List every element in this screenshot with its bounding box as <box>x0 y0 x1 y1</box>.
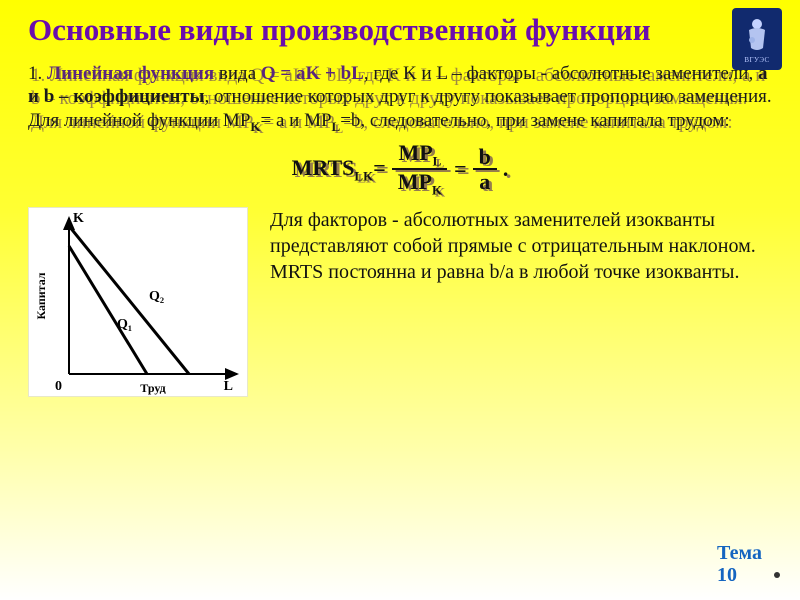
topic-label: Тема10 <box>717 542 762 586</box>
svg-text:Q₁: Q₁ <box>117 317 132 332</box>
body-equation: Q = aK + bL <box>261 63 364 84</box>
svg-text:Q₂: Q₂ <box>149 289 164 304</box>
svg-text:Капитал: Капитал <box>34 272 48 319</box>
formula-front: MRTSLK= MPLMPK = ba . <box>292 141 509 197</box>
svg-text:Труд: Труд <box>140 381 165 395</box>
slide-title: Основные виды производственной функции <box>28 12 772 48</box>
body-purple: Линейная функция <box>47 63 214 84</box>
svg-text:L: L <box>224 379 233 394</box>
body-text: 1. Линейная функция вида Q = aK + bL, гд… <box>28 62 772 136</box>
isoquant-graph: Q₁ Q₂ K L 0 Труд Капитал <box>28 207 248 397</box>
formula-lhs: MRTSLK= <box>292 155 386 184</box>
graph-svg: Q₁ Q₂ K L 0 Труд Капитал <box>29 208 249 398</box>
formula-frac1: MPLMPK <box>392 141 448 197</box>
lower-section: Q₁ Q₂ K L 0 Труд Капитал Для факторов - абсолю… <box>28 207 772 397</box>
formula-frac2: ba <box>473 145 497 193</box>
slide: ВГУЭС Основные виды производственной фун… <box>0 0 800 600</box>
bullet-icon <box>774 572 780 578</box>
svg-text:K: K <box>73 211 84 226</box>
graph-description: Для факторов - абсолютных заменителей из… <box>270 207 772 285</box>
body-block: 1. Линейная функция вида Q = aK + bL, гд… <box>28 62 772 136</box>
logo-figure-icon <box>739 14 775 54</box>
svg-text:0: 0 <box>55 379 62 394</box>
body-lead: 1. <box>28 63 47 84</box>
formula: MRTSLK= MPLMPK = ba . MRTSLK= MPLMPK = b… <box>28 141 772 197</box>
